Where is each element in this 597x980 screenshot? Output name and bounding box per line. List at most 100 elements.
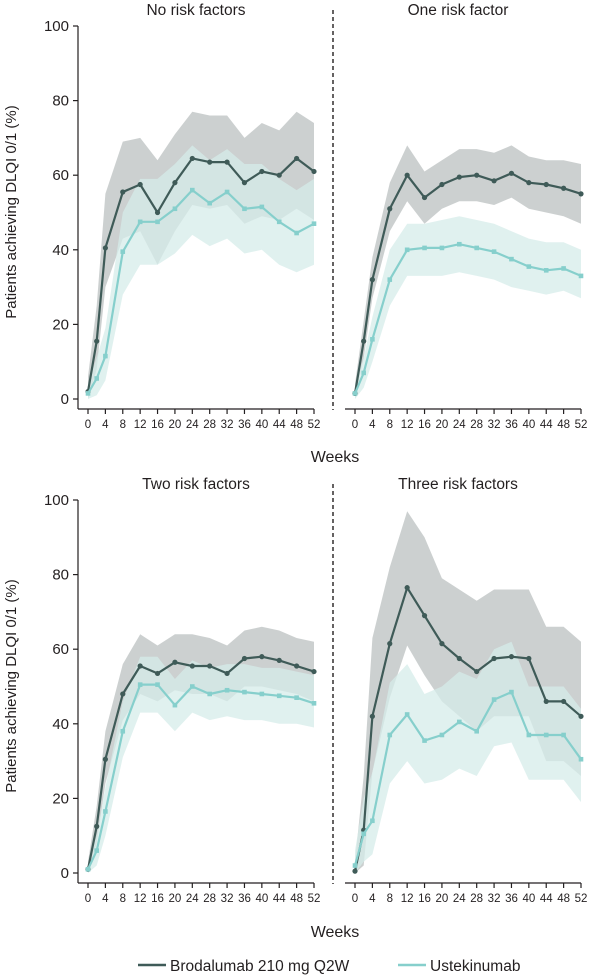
data-point-ustekinumab: [561, 266, 566, 271]
x-tick-label: 24: [453, 419, 466, 431]
x-tick-label: 4: [102, 893, 109, 905]
x-tick-label: 36: [238, 893, 251, 905]
x-tick-label: 48: [557, 893, 570, 905]
x-tick-label: 20: [169, 893, 182, 905]
data-point-ustekinumab: [543, 732, 549, 738]
x-tick-label: 8: [120, 893, 126, 905]
x-tick-label: 16: [151, 893, 164, 905]
data-point-ustekinumab: [439, 732, 445, 738]
legend: Brodalumab 210 mg Q2W Ustekinumab: [138, 958, 520, 975]
data-point-ustekinumab: [94, 848, 99, 853]
data-point-ustekinumab: [578, 273, 584, 279]
data-point-ustekinumab: [352, 391, 358, 396]
data-point-ustekinumab: [137, 219, 143, 225]
data-point-ustekinumab: [172, 206, 178, 212]
data-point-brodalumab: [276, 657, 282, 663]
data-point-ustekinumab: [294, 695, 299, 700]
x-tick-label: 16: [418, 419, 431, 431]
data-point-brodalumab: [172, 659, 178, 665]
data-point-ustekinumab: [224, 687, 230, 693]
data-point-brodalumab: [508, 654, 515, 660]
x-tick-label: 20: [436, 419, 449, 431]
y-tick-label: 0: [61, 865, 69, 882]
data-point-brodalumab: [543, 698, 549, 705]
x-tick-label: 24: [453, 893, 466, 905]
x-tick-label: 32: [221, 419, 234, 431]
data-point-ustekinumab: [457, 719, 462, 725]
x-axis-title-bottom: Weeks: [311, 924, 360, 941]
x-tick-label: 20: [169, 419, 182, 431]
data-point-ustekinumab: [526, 732, 532, 738]
x-tick-label: 4: [369, 893, 376, 905]
data-point-brodalumab: [120, 691, 126, 697]
data-point-brodalumab: [137, 663, 143, 669]
panel-title: No risk factors: [146, 2, 245, 19]
panel-title: Two risk factors: [142, 476, 250, 493]
x-tick-label: 8: [387, 419, 393, 431]
ci-band-ustekinumab: [355, 216, 581, 399]
data-point-brodalumab: [94, 823, 100, 829]
data-point-brodalumab: [207, 159, 213, 165]
data-point-ustekinumab: [311, 700, 317, 706]
x-tick-label: 48: [557, 419, 570, 431]
data-point-brodalumab: [189, 663, 195, 669]
x-tick-label: 44: [540, 419, 553, 431]
data-point-brodalumab: [387, 206, 393, 212]
x-tick-label: 32: [488, 893, 501, 905]
y-tick-label: 20: [52, 790, 69, 807]
x-tick-label: 44: [540, 893, 553, 905]
data-point-brodalumab: [474, 172, 480, 178]
y-tick-label: 100: [44, 492, 69, 509]
data-point-ustekinumab: [85, 391, 91, 396]
data-point-brodalumab: [241, 655, 248, 662]
data-point-brodalumab: [456, 174, 462, 180]
y-tick-label: 100: [44, 18, 69, 35]
data-point-ustekinumab: [207, 691, 212, 697]
data-point-ustekinumab: [370, 337, 375, 342]
x-tick-label: 40: [522, 419, 535, 431]
x-tick-label: 28: [203, 419, 216, 431]
data-point-ustekinumab: [294, 230, 299, 236]
data-point-ustekinumab: [543, 268, 549, 273]
x-tick-label: 28: [470, 893, 483, 905]
data-point-brodalumab: [543, 181, 549, 188]
data-point-brodalumab: [102, 756, 108, 762]
data-point-brodalumab: [207, 663, 213, 669]
x-tick-label: 52: [575, 893, 588, 905]
data-point-ustekinumab: [491, 697, 497, 702]
data-point-ustekinumab: [155, 682, 160, 687]
data-point-brodalumab: [294, 155, 300, 162]
x-tick-label: 52: [575, 419, 588, 431]
x-tick-label: 0: [352, 893, 358, 905]
data-point-brodalumab: [361, 338, 367, 344]
data-point-brodalumab: [439, 181, 445, 188]
x-tick-label: 52: [308, 419, 321, 431]
data-point-ustekinumab: [190, 187, 195, 193]
y-tick-label: 20: [52, 316, 69, 333]
data-point-brodalumab: [526, 655, 532, 662]
x-tick-label: 16: [418, 893, 431, 905]
data-point-brodalumab: [421, 194, 428, 201]
x-tick-label: 12: [401, 893, 414, 905]
data-point-brodalumab: [276, 172, 282, 178]
data-point-ustekinumab: [422, 738, 427, 743]
x-tick-label: 44: [273, 419, 286, 431]
x-tick-label: 12: [401, 419, 414, 431]
data-point-ustekinumab: [259, 691, 265, 697]
data-point-brodalumab: [369, 713, 375, 719]
y-tick-label: 80: [52, 93, 69, 110]
data-point-ustekinumab: [276, 693, 282, 699]
x-tick-label: 20: [436, 893, 449, 905]
data-point-ustekinumab: [361, 831, 366, 837]
data-point-ustekinumab: [422, 245, 427, 251]
x-tick-label: 0: [85, 419, 91, 431]
data-point-ustekinumab: [404, 247, 410, 253]
y-axis-title: Patients achieving DLQI 0/1 (%): [3, 579, 20, 792]
data-point-brodalumab: [120, 189, 126, 195]
data-point-ustekinumab: [207, 200, 212, 206]
y-tick-label: 40: [52, 242, 69, 259]
data-point-ustekinumab: [578, 756, 584, 762]
